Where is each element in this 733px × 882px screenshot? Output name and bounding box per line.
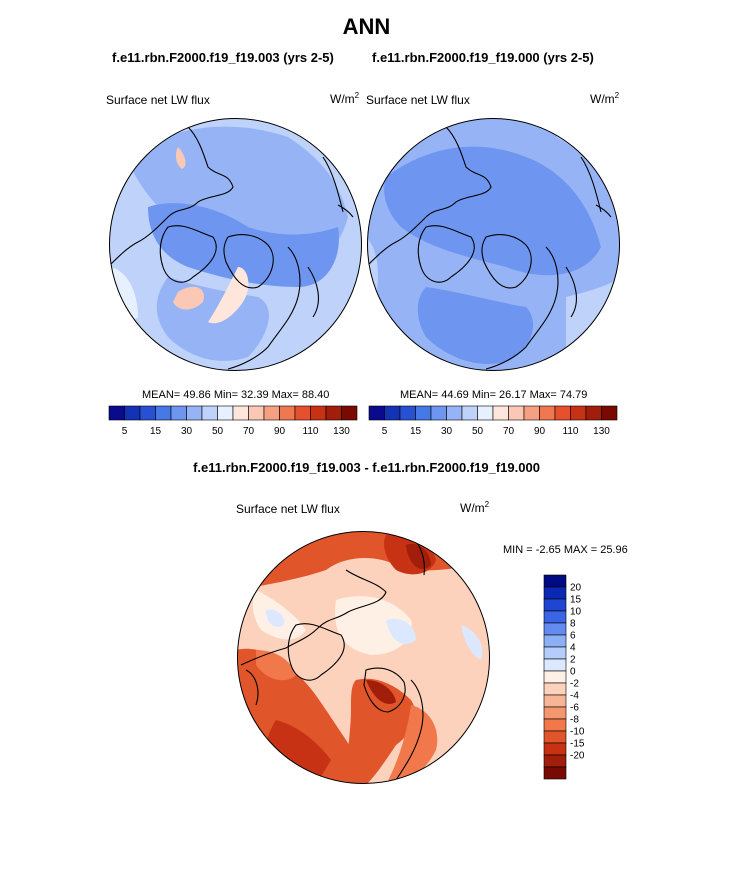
left-case-title: f.e11.rbn.F2000.f19_f19.003 (yrs 2-5) bbox=[112, 50, 334, 65]
left-units-label: W/m2 bbox=[330, 91, 360, 106]
colorbar-swatch bbox=[325, 405, 342, 421]
colorbar-swatch bbox=[543, 574, 567, 588]
colorbar-swatch bbox=[543, 730, 567, 744]
colorbar-swatch bbox=[294, 405, 311, 421]
colorbar-swatch bbox=[384, 405, 401, 421]
colorbar-swatch bbox=[543, 766, 567, 780]
colorbar-tick-label: 50 bbox=[212, 426, 224, 437]
colorbar-tick-label: 130 bbox=[333, 426, 350, 437]
colorbar-swatch bbox=[570, 405, 587, 421]
colorbar-tick-label: 4 bbox=[570, 643, 576, 654]
colorbar-swatch bbox=[155, 405, 172, 421]
colorbar-tick-label: -6 bbox=[570, 703, 579, 714]
colorbar-tick-label: 2 bbox=[570, 655, 576, 666]
colorbar-swatch bbox=[508, 405, 525, 421]
colorbar-swatch bbox=[477, 405, 494, 421]
colorbar-tick-label: 15 bbox=[410, 426, 422, 437]
colorbar-swatch bbox=[139, 405, 156, 421]
right-polar-map bbox=[367, 118, 620, 371]
colorbar-swatch bbox=[446, 405, 463, 421]
colorbar-swatch bbox=[543, 610, 567, 624]
left-colorbar: 5 15 30 50 70 90 110 130 bbox=[108, 405, 358, 437]
colorbar-swatch bbox=[415, 405, 432, 421]
colorbar-swatch bbox=[124, 405, 141, 421]
right-units-label: W/m2 bbox=[590, 91, 620, 106]
diff-variable-label: Surface net LW flux bbox=[236, 502, 340, 516]
colorbar-tick-label: 5 bbox=[122, 426, 128, 437]
colorbar-tick-label: 30 bbox=[181, 426, 193, 437]
colorbar-swatch bbox=[108, 405, 125, 421]
colorbar-tick-label: 70 bbox=[243, 426, 255, 437]
colorbar-swatch bbox=[554, 405, 571, 421]
left-polar-map bbox=[109, 118, 362, 371]
colorbar-tick-label: 0 bbox=[570, 667, 576, 678]
colorbar-swatch bbox=[170, 405, 187, 421]
colorbar-tick-label: 110 bbox=[563, 426, 579, 437]
colorbar-tick-label: -15 bbox=[570, 739, 585, 750]
colorbar-swatch bbox=[543, 754, 567, 768]
colorbar-tick-label: 30 bbox=[441, 426, 453, 437]
colorbar-tick-label: 8 bbox=[570, 619, 576, 630]
colorbar-swatch bbox=[543, 646, 567, 660]
right-colorbar: 5 15 30 50 70 90 110 130 bbox=[368, 405, 618, 437]
colorbar-swatch bbox=[263, 405, 280, 421]
colorbar-swatch bbox=[430, 405, 447, 421]
colorbar-tick-label: -20 bbox=[570, 751, 585, 762]
colorbar-tick-label: 90 bbox=[534, 426, 546, 437]
colorbar-tick-label: -10 bbox=[570, 727, 585, 738]
colorbar-swatch bbox=[543, 706, 567, 720]
colorbar-tick-label: 90 bbox=[274, 426, 286, 437]
colorbar-swatch bbox=[310, 405, 327, 421]
left-stats: MEAN= 49.86 Min= 32.39 Max= 88.40 bbox=[142, 389, 330, 401]
colorbar-tick-label: -8 bbox=[570, 715, 579, 726]
colorbar-tick-label: 70 bbox=[503, 426, 515, 437]
colorbar-swatch bbox=[585, 405, 602, 421]
colorbar-tick-label: 6 bbox=[570, 631, 576, 642]
colorbar-swatch bbox=[341, 405, 358, 421]
right-variable-label: Surface net LW flux bbox=[366, 93, 470, 107]
colorbar-swatch bbox=[201, 405, 218, 421]
right-stats: MEAN= 44.69 Min= 26.17 Max= 74.79 bbox=[400, 389, 588, 401]
colorbar-tick-label: 50 bbox=[472, 426, 484, 437]
colorbar-swatch bbox=[543, 718, 567, 732]
colorbar-tick-label: 5 bbox=[382, 426, 388, 437]
colorbar-swatch bbox=[543, 586, 567, 600]
colorbar-swatch bbox=[368, 405, 385, 421]
colorbar-swatch bbox=[543, 670, 567, 684]
colorbar-tick-label: 130 bbox=[593, 426, 610, 437]
colorbar-swatch bbox=[217, 405, 234, 421]
colorbar-tick-label: 20 bbox=[570, 583, 582, 594]
colorbar-swatch bbox=[543, 634, 567, 648]
colorbar-swatch bbox=[232, 405, 249, 421]
figure-title: ANN bbox=[342, 14, 391, 39]
colorbar-swatch bbox=[248, 405, 265, 421]
colorbar-swatch bbox=[186, 405, 203, 421]
colorbar-tick-label: -4 bbox=[570, 691, 579, 702]
left-variable-label: Surface net LW flux bbox=[106, 93, 210, 107]
colorbar-swatch bbox=[543, 694, 567, 708]
colorbar-swatch bbox=[543, 742, 567, 756]
difference-polar-map bbox=[237, 531, 490, 784]
colorbar-swatch bbox=[543, 658, 567, 672]
difference-title: f.e11.rbn.F2000.f19_f19.003 - f.e11.rbn.… bbox=[193, 460, 540, 475]
diff-stats: MIN = -2.65 MAX = 25.96 bbox=[503, 544, 628, 556]
diff-units-label: W/m2 bbox=[460, 500, 490, 515]
colorbar-swatch bbox=[279, 405, 296, 421]
colorbar-swatch bbox=[543, 598, 567, 612]
colorbar-tick-label: -2 bbox=[570, 679, 579, 690]
colorbar-swatch bbox=[543, 682, 567, 696]
colorbar-tick-label: 15 bbox=[150, 426, 162, 437]
colorbar-swatch bbox=[539, 405, 556, 421]
colorbar-swatch bbox=[523, 405, 540, 421]
colorbar-tick-label: 10 bbox=[570, 607, 582, 618]
colorbar-swatch bbox=[492, 405, 509, 421]
colorbar-swatch bbox=[601, 405, 618, 421]
right-case-title: f.e11.rbn.F2000.f19_f19.000 (yrs 2-5) bbox=[372, 50, 594, 65]
colorbar-swatch bbox=[461, 405, 478, 421]
colorbar-swatch bbox=[399, 405, 416, 421]
colorbar-swatch bbox=[543, 622, 567, 636]
colorbar-tick-label: 15 bbox=[570, 595, 582, 606]
colorbar-tick-label: 110 bbox=[303, 426, 319, 437]
